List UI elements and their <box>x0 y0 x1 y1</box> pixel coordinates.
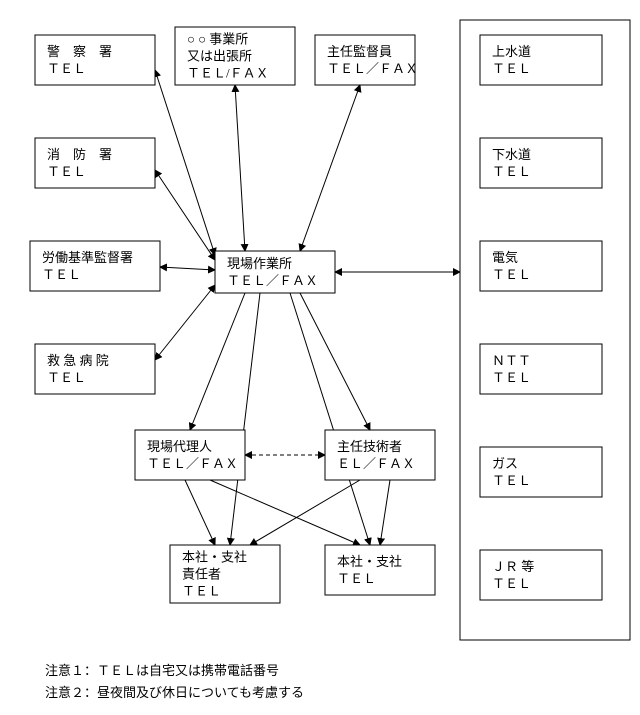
box-police-line1: 警 察 署 <box>47 44 112 59</box>
box-hospital-line1: 救 急 病 院 <box>47 353 109 368</box>
box-labor-line2: ＴＥＬ <box>42 267 81 282</box>
box-site-line2: ＴＥＬ／ＦＡＸ <box>227 273 318 288</box>
edge-site-agent <box>190 293 245 430</box>
box-labor: 労働基準監督署 ＴＥＬ <box>30 241 160 291</box>
edge-site-hospital <box>155 285 215 360</box>
box-gas: ガス ＴＥＬ <box>480 447 602 497</box>
box-agent-line1: 現場代理人 <box>147 439 212 454</box>
box-engineer-line1: 主任技術者 <box>337 439 402 454</box>
box-water: 上水道 ＴＥＬ <box>480 35 602 85</box>
box-hq2-line2: ＴＥＬ <box>337 571 376 586</box>
edge-site-supervisor <box>300 85 360 251</box>
box-hospital-line2: ＴＥＬ <box>47 370 86 385</box>
edge-engineer-hq1 <box>250 480 360 545</box>
edge-site-engineer <box>300 293 370 430</box>
box-gas-line1: ガス <box>492 456 518 471</box>
box-hospital: 救 急 病 院 ＴＥＬ <box>35 344 155 394</box>
edge-engineer-hq2 <box>380 480 390 545</box>
box-ntt-line2: ＴＥＬ <box>492 370 531 385</box>
box-gas-line2: ＴＥＬ <box>492 473 531 488</box>
box-engineer: 主任技術者 ＥＬ／ＦＡＸ <box>325 430 435 480</box>
box-police-line2: ＴＥＬ <box>47 61 86 76</box>
edge-site-office <box>235 85 245 251</box>
box-hq2: 本社・支社 ＴＥＬ <box>325 545 435 595</box>
box-utilContainer <box>460 20 630 640</box>
box-jr-line1: ＪＲ 等 <box>492 559 534 574</box>
box-labor-line1: 労働基準監督署 <box>42 250 133 265</box>
box-hq1-line1: 本社・支社 <box>182 550 247 565</box>
box-hq2-line1: 本社・支社 <box>337 554 402 569</box>
box-hq1: 本社・支社責任者 ＴＥＬ <box>170 545 280 603</box>
box-site-line1: 現場作業所 <box>227 256 292 271</box>
box-supervisor-line2: ＴＥＬ／ＦＡＸ <box>327 61 418 76</box>
box-jr: ＪＲ 等 ＴＥＬ <box>480 550 602 600</box>
box-water-line1: 上水道 <box>492 44 531 59</box>
box-ntt-line1: ＮＴＴ <box>492 353 531 368</box>
box-office-line2: 又は出張所 <box>187 49 252 64</box>
box-water-line2: ＴＥＬ <box>492 61 531 76</box>
box-agent-line2: ＴＥＬ／ＦＡＸ <box>147 456 238 471</box>
box-police: 警 察 署 ＴＥＬ <box>35 35 155 85</box>
note-1: 注意１：ＴＥＬは自宅又は携帯電話番号 <box>45 663 279 678</box>
box-sewer-line2: ＴＥＬ <box>492 164 531 179</box>
box-hq1-line3: ＴＥＬ <box>182 584 221 599</box>
box-sewer-line1: 下水道 <box>492 147 531 162</box>
box-sewer: 下水道 ＴＥＬ <box>480 138 602 188</box>
edge-site-police <box>155 70 215 255</box>
note-2: 注意２：昼夜間及び休日についても考慮する <box>45 685 304 700</box>
box-fire: 消 防 署 ＴＥＬ <box>35 138 155 188</box>
box-office-line3: ＴＥＬ/ＦＡＸ <box>187 66 269 81</box>
edge-site-hq1 <box>230 293 260 545</box>
box-fire-line2: ＴＥＬ <box>47 164 86 179</box>
box-ntt: ＮＴＴ ＴＥＬ <box>480 344 602 394</box>
box-engineer-line2: ＥＬ／ＦＡＸ <box>337 456 415 471</box>
box-supervisor: 主任監督員 ＴＥＬ／ＦＡＸ <box>315 35 418 85</box>
edge-site-fire <box>155 170 215 260</box>
box-fire-line1: 消 防 署 <box>47 147 112 162</box>
box-office-line1: ○ ○ 事業所 <box>187 32 248 47</box>
box-elec-line2: ＴＥＬ <box>492 267 531 282</box>
box-jr-line2: ＴＥＬ <box>492 576 531 591</box>
box-hq1-line2: 責任者 <box>182 567 221 582</box>
edge-site-labor <box>160 267 215 270</box>
edge-agent-hq2 <box>210 480 360 545</box>
box-agent: 現場代理人 ＴＥＬ／ＦＡＸ <box>135 430 245 480</box>
box-supervisor-line1: 主任監督員 <box>327 44 392 59</box>
box-elec-line1: 電気 <box>492 250 518 265</box>
edge-site-hq2 <box>290 293 370 545</box>
box-office: ○ ○ 事業所又は出張所 ＴＥＬ/ＦＡＸ <box>175 27 295 85</box>
box-site: 現場作業所 ＴＥＬ／ＦＡＸ <box>215 251 335 293</box>
box-elec: 電気 ＴＥＬ <box>480 241 602 291</box>
edge-agent-hq1 <box>185 480 215 545</box>
